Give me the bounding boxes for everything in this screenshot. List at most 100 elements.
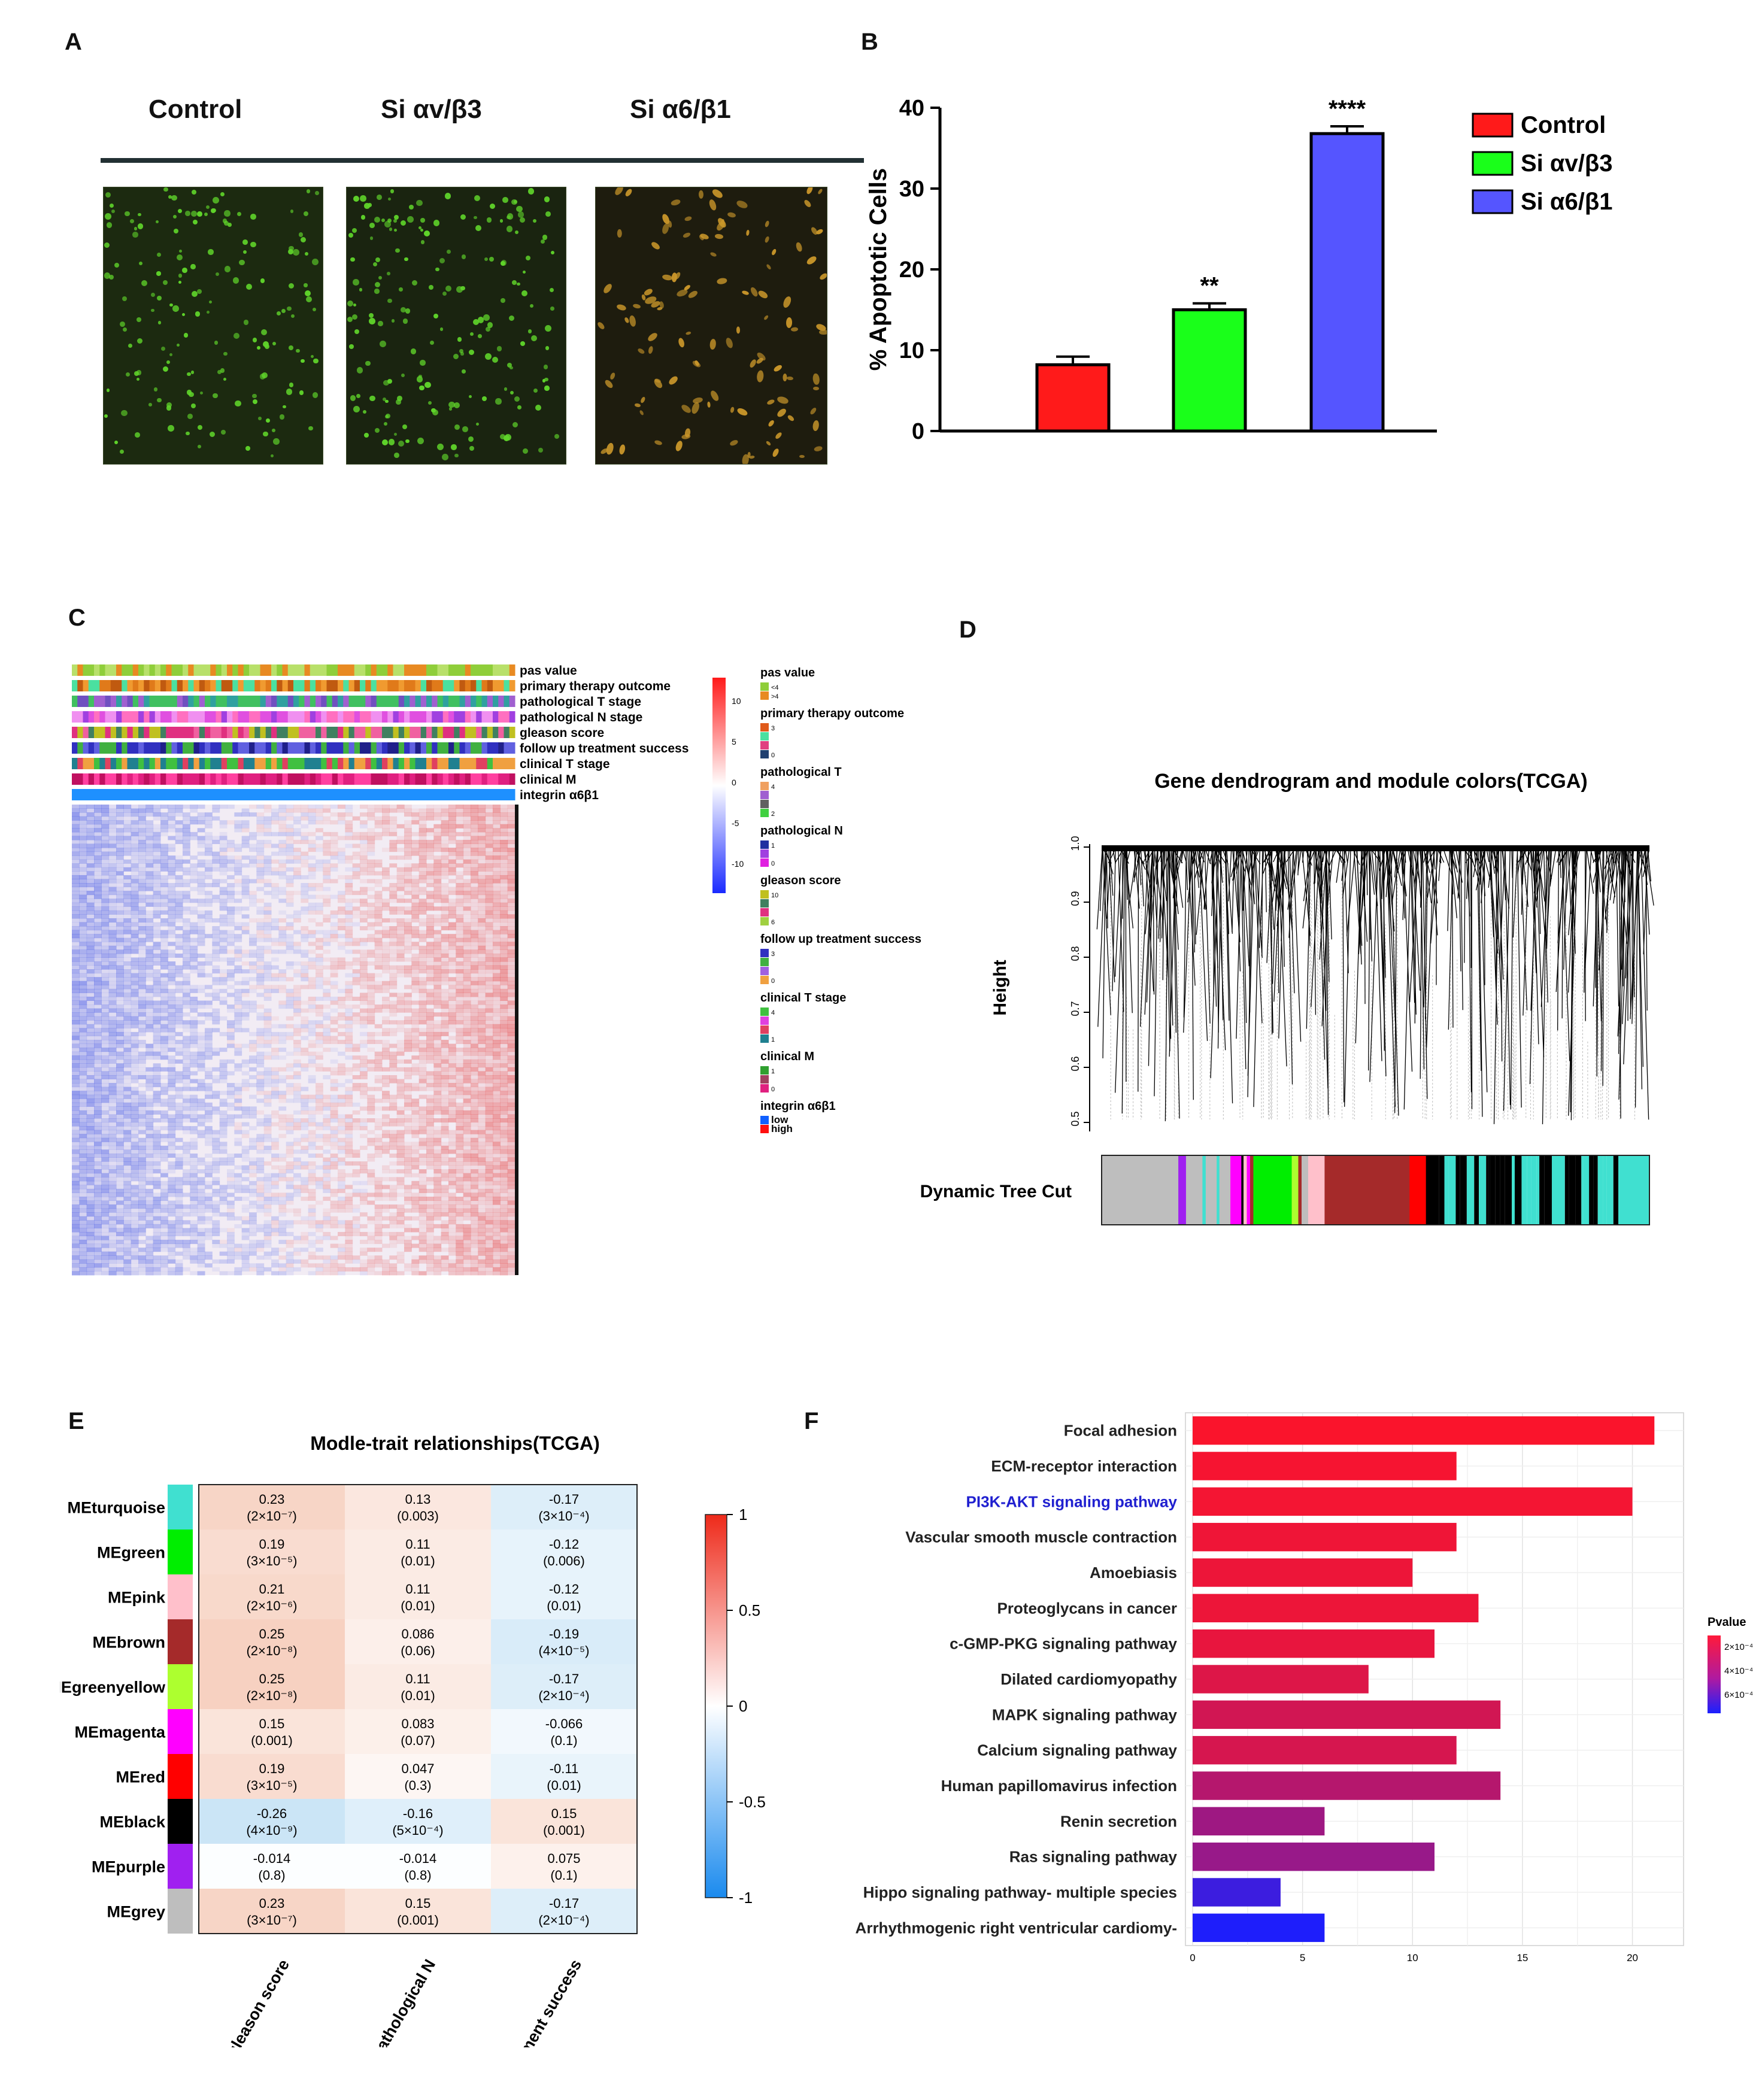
heatmap-cell — [323, 1094, 331, 1099]
cell-dot — [157, 321, 162, 324]
heatmap-cell — [441, 891, 449, 896]
heatmap-cell — [256, 875, 265, 879]
heatmap-cell — [433, 1031, 442, 1036]
heatmap-cell — [123, 1110, 132, 1115]
heatmap-cell — [249, 918, 257, 922]
heatmap-cell — [101, 942, 110, 946]
heatmap-cell — [493, 945, 501, 950]
heatmap-cell — [286, 996, 294, 1001]
heatmap-cell — [79, 875, 87, 879]
heatmap-cell — [463, 1102, 471, 1107]
heatmap-cell — [241, 839, 250, 844]
heatmap-cell — [72, 1040, 80, 1045]
heatmap-cell — [131, 899, 139, 903]
heatmap-cell — [471, 824, 478, 829]
heatmap-cell — [374, 1075, 383, 1079]
heatmap-cell — [160, 1043, 168, 1048]
heatmap-cell — [175, 965, 183, 970]
track-stripe — [282, 664, 289, 676]
heatmap-cell — [94, 985, 102, 990]
heatmap-cell — [471, 1055, 478, 1060]
heatmap-cell — [411, 981, 420, 985]
heatmap-cell — [145, 930, 154, 934]
track-stripe — [481, 696, 488, 707]
heatmap-cell — [249, 891, 257, 896]
heatmap-cell — [316, 887, 323, 891]
heatmap-cell — [145, 863, 154, 868]
heatmap-cell — [389, 855, 398, 860]
cell-dot — [812, 373, 820, 386]
heatmap-cell — [411, 808, 420, 813]
heatmap-cell — [79, 1043, 87, 1048]
heatmap-cell — [418, 1040, 427, 1045]
heatmap-cell — [94, 812, 102, 817]
heatmap-cell — [271, 843, 279, 848]
heatmap-cell — [389, 894, 398, 899]
heatmap-cell — [478, 961, 486, 966]
heatmap-cell — [131, 851, 139, 856]
track-stripe — [426, 773, 432, 785]
heatmap-cell — [160, 1083, 168, 1088]
heatmap-cell — [485, 1063, 493, 1068]
track-stripe — [504, 742, 510, 754]
heatmap-cell — [500, 836, 508, 840]
heatmap-cell — [411, 985, 420, 990]
heatmap-cell — [241, 914, 250, 919]
heatmap-cell — [72, 808, 80, 813]
track-stripe — [442, 680, 449, 691]
cell-dot — [442, 454, 448, 461]
heatmap-cell — [160, 945, 168, 950]
heatmap-cell — [160, 993, 168, 997]
cell-dot — [729, 439, 739, 447]
heatmap-cell — [471, 1016, 478, 1021]
heatmap-cell — [316, 985, 323, 990]
heatmap-cell — [278, 937, 287, 942]
track-stripe — [304, 758, 311, 769]
heatmap-cell — [441, 1091, 449, 1095]
heatmap-cell — [153, 1051, 161, 1056]
heatmap-cell — [471, 867, 478, 872]
heatmap-cell — [338, 820, 345, 825]
heatmap-cell — [286, 1067, 294, 1072]
heatmap-cell — [500, 993, 508, 997]
heatmap-cell — [234, 1000, 242, 1005]
heatmap-cell — [345, 831, 353, 836]
heatmap-cell — [145, 836, 154, 840]
heatmap-cell — [234, 957, 242, 962]
heatmap-cell — [367, 988, 375, 993]
heatmap-cell — [190, 910, 198, 915]
heatmap-cell — [271, 894, 279, 899]
heatmap-cell — [190, 942, 198, 946]
cell-dot — [501, 260, 507, 266]
heatmap-cell — [293, 839, 301, 844]
heatmap-cell — [389, 1075, 398, 1079]
cell-dot — [411, 280, 417, 286]
track-stripe — [127, 789, 134, 800]
track-stripe — [354, 742, 360, 754]
cell-dot — [735, 199, 749, 210]
heatmap-cell — [456, 808, 464, 813]
heatmap-cell — [116, 843, 124, 848]
heatmap-cell — [153, 839, 161, 844]
heatmap-cell — [367, 993, 375, 997]
heatmap-cell — [72, 1012, 80, 1017]
heatmap-cell — [197, 1036, 205, 1040]
heatmap-cell — [411, 1067, 420, 1072]
heatmap-cell — [441, 894, 449, 899]
heatmap-cell — [448, 1059, 456, 1064]
heatmap-cell — [463, 851, 471, 856]
heatmap-cell — [426, 1020, 434, 1025]
heatmap-cell — [338, 965, 345, 970]
heatmap-cell — [108, 836, 117, 840]
heatmap-cell — [153, 977, 161, 982]
heatmap-cell — [72, 1036, 80, 1040]
heatmap-cell — [108, 918, 117, 922]
heatmap-cell — [316, 965, 323, 970]
track-stripe — [487, 680, 493, 691]
heatmap-cell — [500, 879, 508, 884]
heatmap-cell — [241, 1106, 250, 1111]
heatmap-cell — [153, 848, 161, 852]
heatmap-cell — [478, 965, 486, 970]
heatmap-cell — [219, 1063, 228, 1068]
track-stripe — [127, 742, 134, 754]
